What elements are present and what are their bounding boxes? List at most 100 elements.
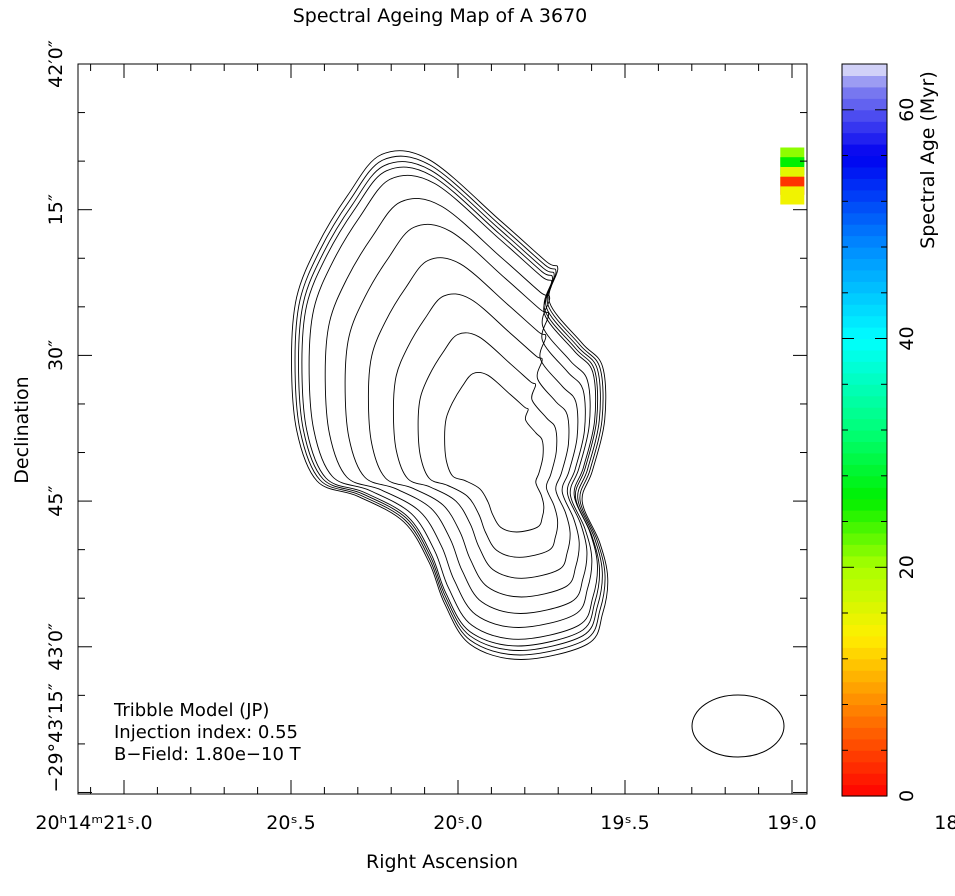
colorbar: 0 20 40 60 Spectral Age (Myr)	[841, 63, 939, 802]
colorbar-step	[842, 189, 887, 202]
colorbar-tick-label: 40	[896, 326, 918, 350]
colorbar-step	[842, 773, 887, 786]
colorbar-step	[842, 532, 887, 545]
colorbar-step	[842, 201, 887, 214]
colorbar-step	[842, 681, 887, 694]
colorbar-tick-label: 60	[896, 98, 918, 122]
y-tick-label: 42′0″	[45, 40, 67, 88]
colorbar-step	[842, 635, 887, 648]
colorbar-step	[842, 144, 887, 157]
colorbar-step	[842, 384, 887, 397]
colorbar-step	[842, 544, 887, 557]
annotation-b-field: B−Field: 1.80e−10 T	[114, 744, 302, 765]
colorbar-step	[842, 338, 887, 351]
colorbar-step	[842, 407, 887, 420]
colorbar-step	[842, 670, 887, 683]
colorbar-step	[842, 224, 887, 237]
colorbar-step	[842, 178, 887, 191]
model-annotation: Tribble Model (JP) Injection index: 0.55…	[113, 700, 302, 765]
colorbar-step	[842, 555, 887, 568]
beam-ellipse	[691, 694, 785, 758]
flux-contour	[291, 150, 609, 660]
colorbar-step	[842, 487, 887, 500]
colorbar-step	[842, 418, 887, 431]
flux-contour	[301, 166, 601, 647]
x-tick-label: 20ˢ.0	[433, 812, 482, 834]
x-tick-labels: 20ʰ14ᵐ21ˢ.020ˢ.520ˢ.019ˢ.519ˢ.018ˢ.518ˢ.…	[35, 812, 955, 834]
colorbar-step	[842, 327, 887, 340]
x-tick-label: 18ˢ.5	[934, 812, 955, 834]
flux-contour-layer	[291, 150, 609, 660]
colorbar-step	[842, 475, 887, 488]
colorbar-step	[842, 235, 887, 248]
colorbar-tick-label: 20	[896, 555, 918, 579]
colorbar-step	[842, 601, 887, 614]
colorbar-step	[842, 693, 887, 706]
colorbar-step	[842, 441, 887, 454]
colorbar-step	[842, 521, 887, 534]
colorbar-step	[842, 372, 887, 385]
colorbar-step	[842, 121, 887, 134]
y-tick-label: 30″	[45, 340, 67, 371]
colorbar-step	[842, 510, 887, 523]
colorbar-step	[842, 361, 887, 374]
colorbar-step	[842, 715, 887, 728]
colorbar-step	[842, 750, 887, 763]
y-tick-labels: 42′0″ 15″ 30″ 45″ 43′0″ −29°43′15″	[45, 40, 67, 792]
x-tick-label: 19ˢ.0	[767, 812, 816, 834]
x-tick-label: 20ʰ14ᵐ21ˢ.0	[35, 812, 152, 834]
annotation-injection-index: Injection index: 0.55	[114, 722, 298, 743]
colorbar-step	[842, 761, 887, 774]
y-tick-label: 15″	[45, 194, 67, 225]
colorbar-step	[842, 132, 887, 145]
colorbar-step	[842, 567, 887, 580]
colorbar-gradient	[842, 64, 887, 797]
flux-contour	[367, 257, 580, 598]
colorbar-step	[842, 212, 887, 225]
colorbar-step	[842, 304, 887, 317]
colorbar-step	[842, 452, 887, 465]
colorbar-step	[842, 704, 887, 717]
flux-contour	[392, 293, 571, 579]
colorbar-step	[842, 647, 887, 660]
y-axis-label: Declination	[11, 376, 33, 483]
colorbar-step	[842, 727, 887, 740]
colorbar-step	[842, 349, 887, 362]
colorbar-step	[842, 624, 887, 637]
colorbar-step	[842, 75, 887, 88]
colorbar-step	[842, 784, 887, 797]
colorbar-step	[842, 464, 887, 477]
map-panel: 20ʰ14ᵐ21ˢ.020ˢ.520ˢ.019ˢ.519ˢ.018ˢ.518ˢ.…	[35, 40, 955, 834]
age-pixel	[780, 186, 805, 205]
colorbar-step	[842, 269, 887, 282]
age-pixel-layer	[780, 147, 805, 205]
colorbar-step	[842, 64, 887, 76]
y-tick-label: −29°43′15″	[45, 683, 67, 792]
colorbar-step	[842, 292, 887, 305]
colorbar-ticks: 0 20 40 60	[842, 63, 918, 802]
x-tick-label: 19ˢ.5	[600, 812, 649, 834]
flux-contour	[308, 174, 598, 640]
colorbar-step	[842, 498, 887, 511]
flux-contour	[324, 198, 593, 628]
colorbar-step	[842, 281, 887, 294]
colorbar-step	[842, 155, 887, 168]
colorbar-label: Spectral Age (Myr)	[917, 71, 939, 249]
colorbar-step	[842, 738, 887, 751]
colorbar-step	[842, 247, 887, 259]
colorbar-step	[842, 658, 887, 671]
colorbar-step	[842, 109, 887, 122]
map-frame	[77, 63, 808, 795]
colorbar-step	[842, 613, 887, 625]
y-tick-label: 43′0″	[45, 623, 67, 671]
y-tick-label: 45″	[45, 485, 67, 516]
colorbar-step	[842, 86, 887, 99]
chart-title: Spectral Ageing Map of A 3670	[293, 5, 588, 27]
flux-contour	[417, 332, 559, 558]
colorbar-step	[842, 315, 887, 328]
colorbar-step	[842, 430, 887, 442]
colorbar-step	[842, 98, 887, 111]
flux-contour	[344, 223, 588, 614]
flux-contour	[444, 371, 545, 533]
